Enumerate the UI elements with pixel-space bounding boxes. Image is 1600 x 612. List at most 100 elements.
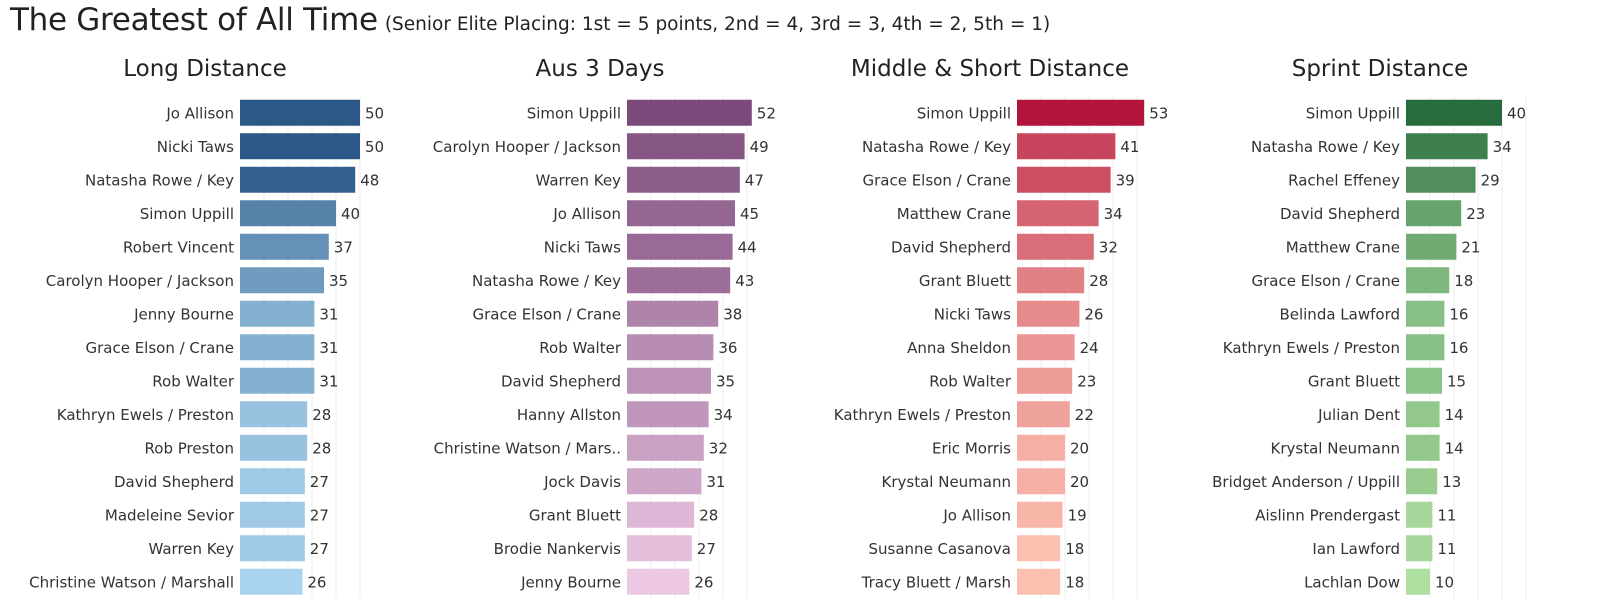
bar [1406,568,1430,595]
bar-value-label: 20 [1070,473,1089,491]
bar-label: Warren Key [535,171,621,189]
bar [627,401,709,428]
bar-label: Jock Davis [543,473,621,491]
page-title: The Greatest of All Time [10,2,378,38]
bar [1017,200,1099,227]
bar-label: Carolyn Hooper / Jackson [46,272,234,290]
bar-label: Tracy Bluett / Marsh [861,573,1011,591]
bar-value-label: 14 [1445,439,1464,457]
bar [627,133,745,160]
bar-value-label: 31 [319,305,338,323]
bar-label: Grace Elson / Crane [1251,272,1400,290]
bar [1017,501,1063,528]
bar [1406,468,1438,495]
bar [1017,233,1094,260]
bar [1017,367,1073,394]
bar-label: Matthew Crane [897,205,1011,223]
bar-value-label: 40 [1507,104,1526,122]
bar [627,468,702,495]
bar-value-label: 45 [740,205,759,223]
bar-value-label: 18 [1065,540,1084,558]
bar-label: Natasha Rowe / Key [862,138,1011,156]
panel-title: Aus 3 Days [536,56,665,82]
bar-value-label: 18 [1454,272,1473,290]
bar-label: Matthew Crane [1286,238,1400,256]
bar-label: David Shepherd [1280,205,1400,223]
bar-label: Kathryn Ewels / Preston [1223,339,1400,357]
bar-value-label: 38 [723,305,742,323]
bar-label: Ian Lawford [1312,540,1400,558]
bar-value-label: 27 [310,540,329,558]
bar-value-label: 44 [738,238,757,256]
bar-value-label: 35 [716,372,735,390]
bar-value-label: 31 [319,372,338,390]
bar [240,300,315,327]
bar [1406,99,1502,126]
bar [1017,99,1145,126]
panel-title: Sprint Distance [1292,56,1469,82]
bar-label: Aislinn Prendergast [1255,506,1400,524]
bar-value-label: 21 [1461,238,1480,256]
bar-value-label: 32 [709,439,728,457]
bar-label: Nicki Taws [544,238,621,256]
bar-label: Rob Walter [929,372,1012,390]
bar-value-label: 49 [750,138,769,156]
bar-label: Grant Bluett [529,506,621,524]
bar [1406,535,1433,562]
bar [1017,468,1065,495]
bar-value-label: 22 [1075,406,1094,424]
bar-value-label: 47 [745,171,764,189]
bar-label: Jo Allison [552,205,621,223]
bar [627,367,711,394]
bar [1406,200,1462,227]
bar-label: Julian Dent [1317,406,1400,424]
bar-value-label: 40 [341,205,360,223]
bar-value-label: 23 [1077,372,1096,390]
bar-label: Anna Sheldon [907,339,1011,357]
bar-label: Jo Allison [165,104,234,122]
bar [627,166,740,193]
bar-value-label: 26 [307,573,326,591]
bar-value-label: 28 [312,406,331,424]
bar-value-label: 23 [1466,205,1485,223]
bar-label: Natasha Rowe / Key [85,171,234,189]
bar-label: Susanne Casanova [869,540,1011,558]
bar [240,367,315,394]
bar-value-label: 20 [1070,439,1089,457]
bar-value-label: 34 [1104,205,1123,223]
bar-label: Belinda Lawford [1279,305,1400,323]
bar [627,200,735,227]
bar-value-label: 11 [1437,506,1456,524]
bar-value-label: 32 [1099,238,1118,256]
bar-value-label: 29 [1481,171,1500,189]
bar-value-label: 35 [329,272,348,290]
bar-value-label: 34 [1493,138,1512,156]
bar [627,99,752,126]
bar [1017,434,1065,461]
bar-label: Eric Morris [932,439,1011,457]
bar-label: Jenny Bourne [520,573,621,591]
bar-value-label: 31 [706,473,725,491]
bar [1406,300,1445,327]
bar [627,434,704,461]
bar-label: Nicki Taws [934,305,1011,323]
panel-title: Long Distance [123,56,287,82]
bar-label: Brodie Nankervis [494,540,622,558]
bar [627,233,733,260]
bar-value-label: 50 [365,138,384,156]
bar [240,501,305,528]
bar-label: Natasha Rowe / Key [472,272,621,290]
bar-label: Bridget Anderson / Uppill [1212,473,1400,491]
bar-label: Rob Preston [145,439,234,457]
bar [240,535,305,562]
bar [1017,334,1075,361]
panel-title: Middle & Short Distance [851,56,1129,82]
bar-value-label: 36 [718,339,737,357]
bar [1017,535,1061,562]
bar-label: Kathryn Ewels / Preston [57,406,234,424]
bar-label: Simon Uppill [527,104,621,122]
bar [1406,434,1440,461]
bar-value-label: 13 [1442,473,1461,491]
bar [627,501,695,528]
bar [240,434,308,461]
